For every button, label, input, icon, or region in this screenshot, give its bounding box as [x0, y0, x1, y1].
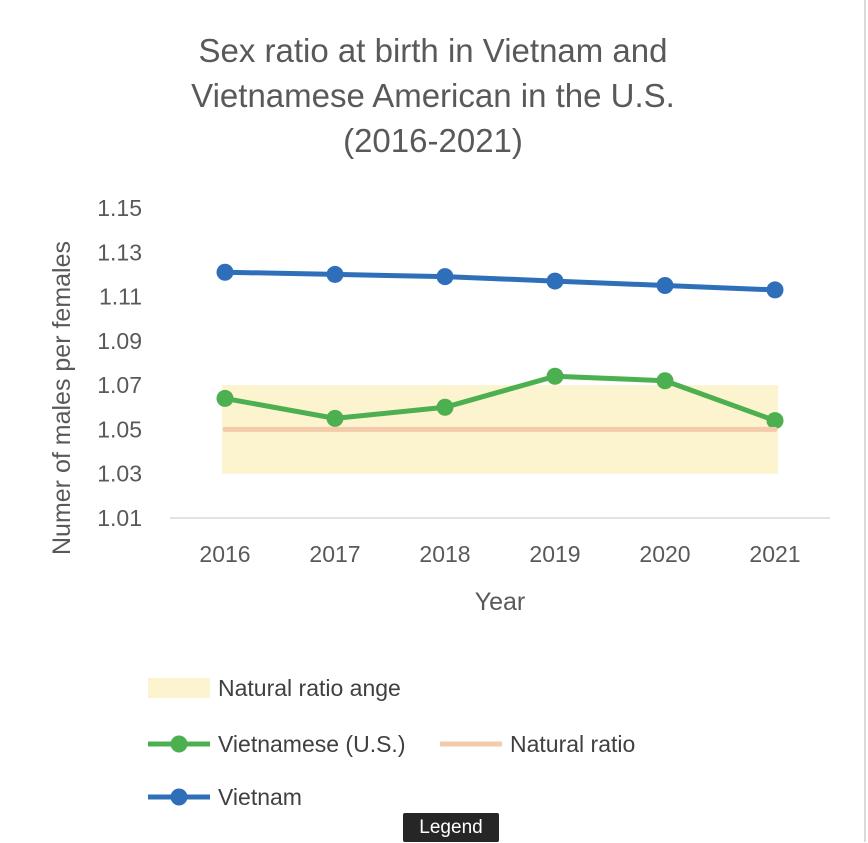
series-line-vietnam	[222, 269, 778, 293]
data-point-vietnam-2021	[766, 281, 784, 299]
x-tick-label: 2017	[309, 541, 360, 567]
data-point-vietnam-2018	[436, 268, 454, 286]
chart-title-line-1: Sex ratio at birth in Vietnam and	[198, 32, 668, 69]
y-tick-label: 1.09	[97, 328, 142, 354]
x-tick-label: 2021	[749, 541, 800, 567]
data-point-vietnamese-u-s-2017	[326, 409, 344, 427]
legend[interactable]: Natural ratio ange Vietnamese (U.S.) Natur…	[148, 675, 635, 810]
x-tick-label: 2016	[199, 541, 250, 567]
data-point-vietnamese-u-s-2020	[656, 372, 674, 390]
legend-label-natural-ratio: Natural ratio	[510, 731, 635, 757]
y-tick-label: 1.11	[99, 284, 142, 310]
y-tick-label: 1.13	[97, 239, 142, 265]
data-point-vietnamese-u-s-2021	[766, 412, 784, 430]
data-point-vietnam-2019	[546, 272, 564, 290]
chart-title: Sex ratio at birth in Vietnam and Vietna…	[0, 28, 866, 163]
chart-title-line-3: (2016-2021)	[343, 122, 523, 159]
data-point-vietnamese-u-s-2016	[216, 389, 234, 407]
legend-label-band: Natural ratio ange	[218, 675, 401, 701]
y-tick-label: 1.03	[97, 461, 142, 487]
data-point-vietnam-2020	[656, 277, 674, 294]
x-tick-label: 2018	[419, 541, 470, 567]
legend-label-vietnamese-u-s: Vietnamese (U.S.)	[218, 731, 405, 757]
chart-title-line-2: Vietnamese American in the U.S.	[191, 77, 675, 114]
y-tick-label: 1.05	[97, 416, 142, 442]
legend-label-vietnam: Vietnam	[218, 784, 302, 810]
y-tick-label: 1.15	[97, 195, 142, 221]
data-point-vietnam-2016	[216, 263, 234, 281]
data-point-vietnamese-u-s-2019	[546, 367, 564, 385]
legend-tooltip: Legend	[403, 813, 499, 842]
x-tick-label: 2020	[639, 541, 690, 567]
x-tick-label: 2019	[529, 541, 580, 567]
legend-swatch-band	[148, 678, 210, 698]
series-line-vietnamese-u-s	[222, 373, 778, 424]
y-tick-label: 1.07	[97, 372, 142, 398]
legend-marker-vietnamese-u-s	[170, 735, 188, 753]
x-axis-title: Year	[475, 588, 526, 616]
y-axis-title: Numer of males per females	[48, 241, 76, 555]
y-tick-label: 1.01	[97, 505, 142, 531]
data-point-vietnam-2017	[326, 265, 344, 283]
legend-marker-vietnam	[170, 788, 188, 806]
data-point-vietnamese-u-s-2018	[436, 398, 454, 416]
